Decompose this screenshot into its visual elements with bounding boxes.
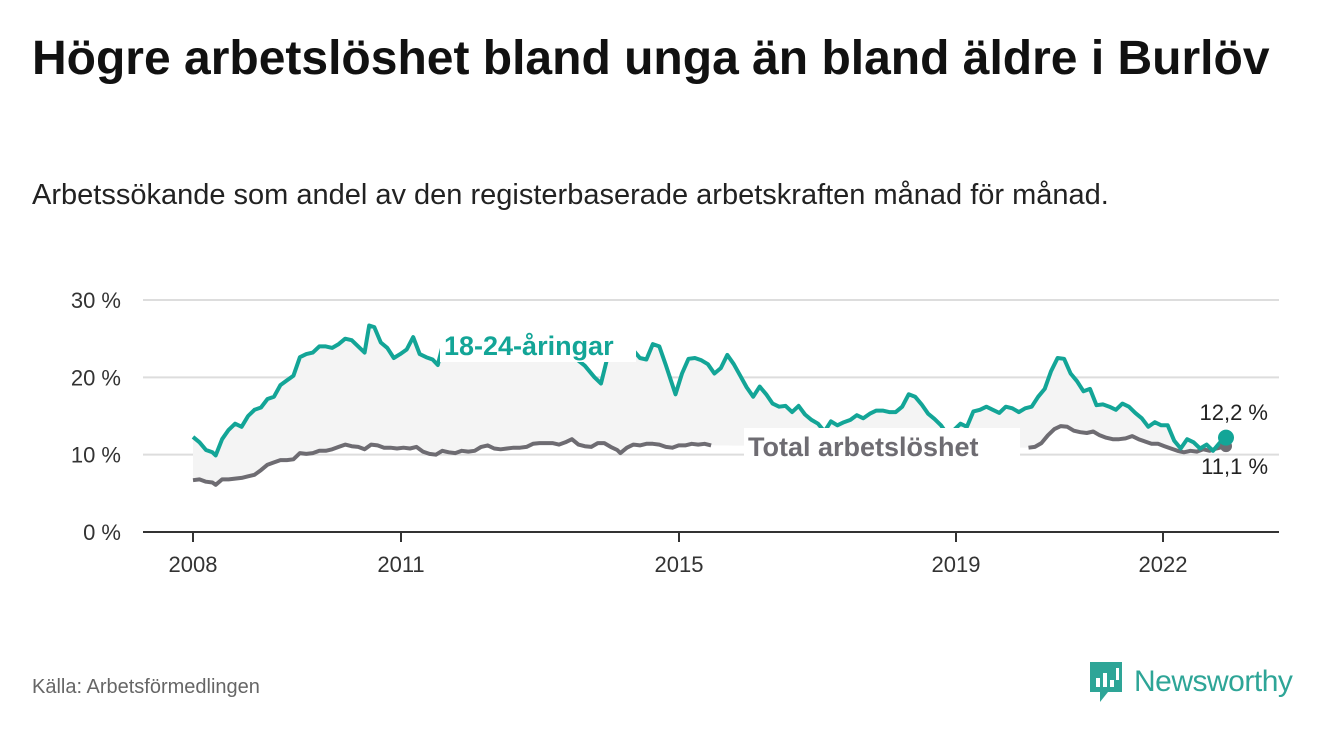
chart-title: Högre arbetslöshet bland unga än bland ä… — [32, 32, 1270, 85]
end-label-youth: 12,2 % — [1200, 400, 1269, 425]
end-label-total: 11,1 % — [1201, 454, 1268, 479]
series-label-total: Total arbetslöshet — [748, 432, 979, 462]
brand-logo[interactable]: Newsworthy — [1088, 660, 1293, 704]
x-tick-label: 2015 — [655, 552, 704, 577]
chart-labels: 18-24-åringar Total arbetslöshet 12,2 % 11,… — [440, 326, 1268, 479]
line-chart: 0 % 10 % 20 % 30 % 2008 2011 2015 2019 2022 18-… — [71, 288, 1279, 577]
y-tick-label: 0 % — [83, 520, 121, 545]
source-note: Källa: Arbetsförmedlingen — [32, 676, 260, 698]
series-lines — [191, 323, 1228, 487]
area-between-series — [193, 325, 1226, 485]
total-label-bg — [744, 428, 1020, 464]
x-tick-label: 2008 — [169, 552, 218, 577]
y-tick-label: 20 % — [71, 365, 121, 390]
gap-area — [193, 325, 1226, 485]
x-tick-label: 2022 — [1139, 552, 1188, 577]
youth-label-bg — [440, 326, 636, 362]
series-label-youth: 18-24-åringar — [444, 331, 614, 361]
y-tick-label: 10 % — [71, 443, 121, 468]
chart-subtitle: Arbetssökande som andel av den registerb… — [32, 179, 1109, 211]
end-marker-youth — [1218, 429, 1234, 446]
x-tick-label: 2011 — [377, 552, 424, 577]
x-axis: 2008 2011 2015 2019 2022 — [143, 531, 1279, 577]
x-tick-label: 2019 — [932, 552, 981, 577]
series-line-total — [192, 437, 712, 487]
series-line-total-late — [1028, 424, 1227, 455]
y-tick-label: 30 % — [71, 288, 121, 313]
series-line-youth — [191, 323, 1228, 458]
brand-name: Newsworthy — [1134, 665, 1293, 698]
newsworthy-logo-icon — [1090, 662, 1122, 702]
